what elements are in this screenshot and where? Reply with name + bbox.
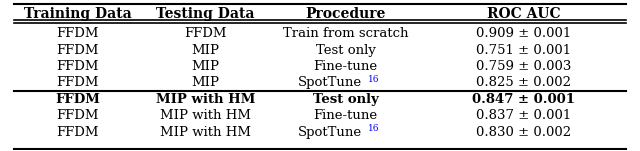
Text: 16: 16 [369, 124, 380, 133]
Text: 0.751 ± 0.001: 0.751 ± 0.001 [476, 44, 572, 57]
Text: Training Data: Training Data [24, 7, 132, 21]
Text: FFDM: FFDM [56, 109, 99, 122]
Text: 16: 16 [369, 75, 380, 84]
Text: MIP with HM: MIP with HM [160, 109, 251, 122]
Text: ROC AUC: ROC AUC [487, 7, 561, 21]
Text: 0.825 ± 0.002: 0.825 ± 0.002 [476, 76, 572, 89]
Text: FFDM: FFDM [56, 27, 99, 40]
Text: FFDM: FFDM [184, 27, 227, 40]
Text: SpotTune: SpotTune [298, 76, 362, 89]
Text: Test only: Test only [312, 93, 378, 106]
Text: 0.909 ± 0.001: 0.909 ± 0.001 [476, 27, 572, 40]
Text: FFDM: FFDM [56, 125, 99, 139]
Text: FFDM: FFDM [56, 44, 99, 57]
Text: FFDM: FFDM [56, 60, 99, 73]
Text: Procedure: Procedure [305, 7, 386, 21]
Text: MIP: MIP [191, 60, 220, 73]
Text: Train from scratch: Train from scratch [283, 27, 408, 40]
Text: Fine-tune: Fine-tune [314, 109, 378, 122]
Text: Fine-tune: Fine-tune [314, 60, 378, 73]
Text: MIP: MIP [191, 44, 220, 57]
Text: 0.830 ± 0.002: 0.830 ± 0.002 [476, 125, 572, 139]
Text: Test only: Test only [316, 44, 376, 57]
Text: 0.759 ± 0.003: 0.759 ± 0.003 [476, 60, 572, 73]
Text: MIP with HM: MIP with HM [160, 125, 251, 139]
Text: FFDM: FFDM [56, 76, 99, 89]
Text: FFDM: FFDM [56, 93, 100, 106]
Text: SpotTune: SpotTune [298, 125, 362, 139]
Text: Testing Data: Testing Data [156, 7, 255, 21]
Text: MIP: MIP [191, 76, 220, 89]
Text: MIP with HM: MIP with HM [156, 93, 255, 106]
Text: 0.837 ± 0.001: 0.837 ± 0.001 [476, 109, 572, 122]
Text: 0.847 ± 0.001: 0.847 ± 0.001 [472, 93, 575, 106]
